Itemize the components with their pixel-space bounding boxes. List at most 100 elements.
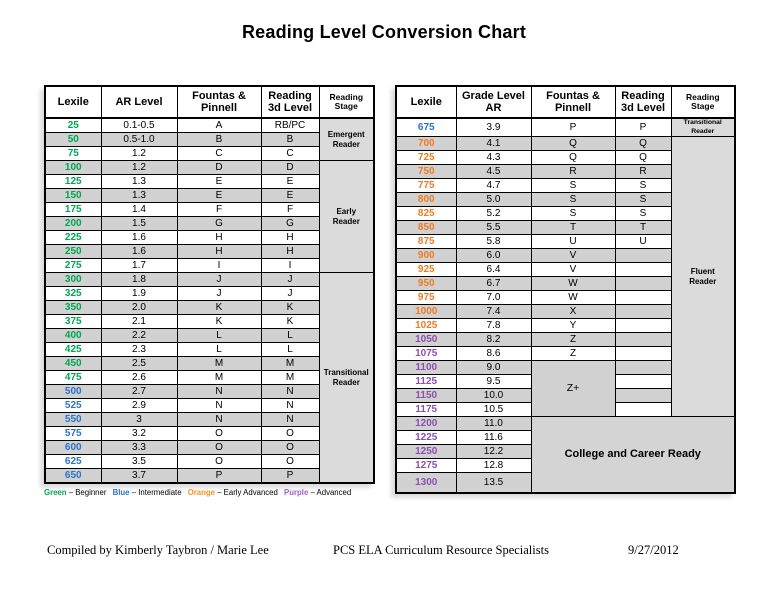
ar-level-cell: 2.5 <box>100 356 178 371</box>
table-row: 300 1.8 J J Transitional Reader <box>44 272 375 484</box>
reading-3d-cell: O <box>260 454 320 469</box>
fountas-pinnell-cell: H <box>176 230 262 245</box>
ar-level-cell: 1.6 <box>100 230 178 245</box>
lexile-cell: 1275 <box>395 458 457 473</box>
ar-level-cell: 2.7 <box>100 384 178 399</box>
fountas-pinnell-cell: O <box>176 426 262 441</box>
ar-level-cell: 0.1-0.5 <box>100 117 178 133</box>
reading-3d-cell <box>614 262 672 277</box>
reading-3d-cell: S <box>614 192 672 207</box>
lexile-cell: 800 <box>395 192 457 207</box>
lexile-cell: 550 <box>44 412 102 427</box>
table-row: 950 6.7 W <box>395 276 735 291</box>
legend-item-intermediate: Blue – Intermediate <box>113 488 182 497</box>
ar-level-cell: 1.2 <box>100 146 178 161</box>
ar-level-cell: 1.5 <box>100 216 178 231</box>
table-row: 1225 11.6 <box>395 430 735 445</box>
footer-date: 9/27/2012 <box>628 543 679 557</box>
table-row: 125 1.3 E E <box>44 174 374 189</box>
table-row: 225 1.6 H H <box>44 230 374 245</box>
reading-3d-cell: C <box>260 146 320 161</box>
reading-3d-cell: P <box>614 117 672 137</box>
reading-3d-cell: H <box>260 230 320 245</box>
reading-3d-cell: J <box>260 272 320 287</box>
lexile-cell: 1125 <box>395 374 457 389</box>
fountas-pinnell-cell: P <box>530 117 616 137</box>
ar-level-cell: 3.9 <box>455 117 532 137</box>
ar-level-cell: 6.0 <box>455 248 532 263</box>
fountas-pinnell-cell: R <box>530 164 616 179</box>
header-row: Lexile AR Level Fountas & Pinnell Readin… <box>44 85 375 119</box>
college-career-ready-cell: College and Career Ready <box>530 416 736 494</box>
ar-level-cell: 5.2 <box>455 206 532 221</box>
ar-level-cell: 3.5 <box>100 454 178 469</box>
lexile-cell: 700 <box>395 136 457 151</box>
col-header-ar-level: AR Level <box>100 85 178 119</box>
fountas-pinnell-cell: K <box>176 314 262 329</box>
fountas-pinnell-cell: L <box>176 342 262 357</box>
table-row: 700 4.1 Q Q Fluent Reader <box>395 136 736 417</box>
right-table-section: Lexile Grade Level AR Fountas & Pinnell … <box>395 85 736 494</box>
lexile-cell: 1175 <box>395 402 457 417</box>
lexile-cell: 1250 <box>395 444 457 459</box>
lexile-cell: 500 <box>44 384 102 399</box>
lexile-cell: 150 <box>44 188 102 203</box>
table-row: 775 4.7 S S <box>395 178 735 193</box>
table-row: 800 5.0 S S <box>395 192 735 207</box>
lexile-cell: 1150 <box>395 388 457 403</box>
table-row: 675 3.9 P P Transitional Reader <box>395 117 736 137</box>
fountas-pinnell-cell: J <box>176 286 262 301</box>
fountas-pinnell-cell: S <box>530 178 616 193</box>
ar-level-cell: 12.8 <box>455 458 532 473</box>
lexile-cell: 400 <box>44 328 102 343</box>
ar-level-cell: 10.0 <box>455 388 532 403</box>
fountas-pinnell-cell: G <box>176 216 262 231</box>
ar-level-cell: 1.7 <box>100 258 178 273</box>
table-row: 1100 9.0 Z+ <box>395 360 735 417</box>
lexile-cell: 1025 <box>395 318 457 333</box>
ar-level-cell: 1.3 <box>100 188 178 203</box>
col-header-reading-3d: Reading 3d Level <box>260 85 320 119</box>
lexile-cell: 525 <box>44 398 102 413</box>
lexile-cell: 25 <box>44 117 102 133</box>
reading-3d-cell: F <box>260 202 320 217</box>
ar-level-cell: 2.9 <box>100 398 178 413</box>
fountas-pinnell-cell: O <box>176 454 262 469</box>
col-header-grade-level-ar: Grade Level AR <box>455 85 532 119</box>
table-row: 275 1.7 I I <box>44 258 374 273</box>
reading-3d-cell: L <box>260 328 320 343</box>
lexile-cell: 975 <box>395 290 457 305</box>
reading-3d-cell <box>614 402 672 417</box>
fountas-pinnell-cell: J <box>176 272 262 287</box>
ar-level-cell: 3.2 <box>100 426 178 441</box>
reading-3d-cell <box>614 290 672 305</box>
ar-level-cell: 11.0 <box>455 416 532 431</box>
reading-3d-cell: E <box>260 188 320 203</box>
table-row: 1275 12.8 <box>395 458 735 473</box>
fountas-pinnell-cell: V <box>530 262 616 277</box>
reading-3d-cell: L <box>260 342 320 357</box>
ar-level-cell: 1.9 <box>100 286 178 301</box>
ar-level-cell: 0.5-1.0 <box>100 132 178 147</box>
fountas-pinnell-cell: B <box>176 132 262 147</box>
legend-label: – Advanced <box>310 488 352 497</box>
lexile-cell: 1075 <box>395 346 457 361</box>
fountas-pinnell-cell: Z <box>530 332 616 347</box>
lexile-cell: 775 <box>395 178 457 193</box>
col-header-lexile: Lexile <box>44 85 102 119</box>
fountas-pinnell-cell: K <box>176 300 262 315</box>
ar-level-cell: 1.4 <box>100 202 178 217</box>
footer: Compiled by Kimberly Taybron / Marie Lee… <box>0 543 768 559</box>
ar-level-cell: 11.6 <box>455 430 532 445</box>
lexile-cell: 625 <box>44 454 102 469</box>
reading-3d-cell: B <box>260 132 320 147</box>
lexile-cell: 300 <box>44 272 102 287</box>
fountas-pinnell-cell: T <box>530 220 616 235</box>
table-row: 825 5.2 S S <box>395 206 735 221</box>
table-row: 350 2.0 K K <box>44 300 374 315</box>
table-row: 325 1.9 J J <box>44 286 374 301</box>
legend-label: – Early Advanced <box>217 488 278 497</box>
reading-3d-cell <box>614 388 672 403</box>
table-row: 100 1.2 D D Early Reader <box>44 160 375 273</box>
reading-3d-cell <box>614 360 672 375</box>
